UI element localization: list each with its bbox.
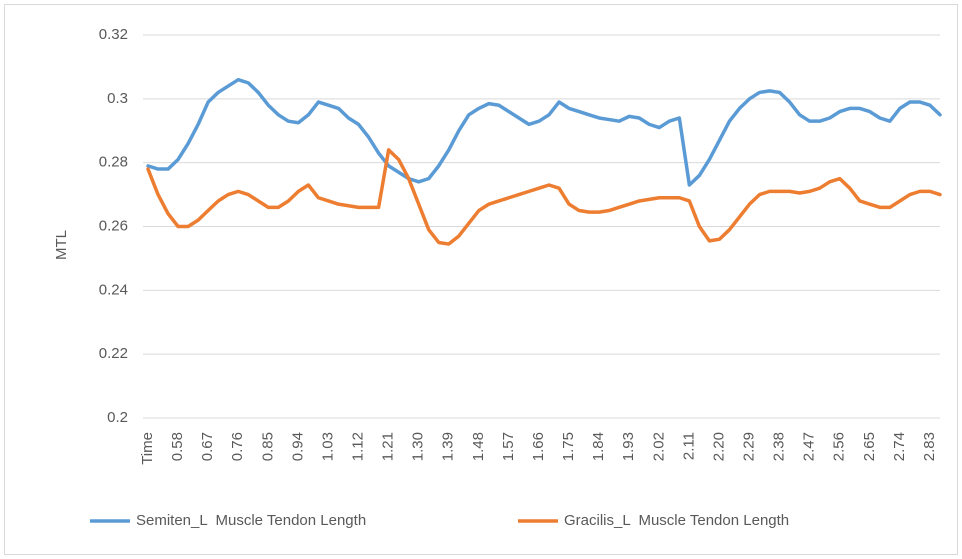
x-tick-label: 1.66: [530, 432, 547, 461]
x-tick-label: 1.84: [590, 432, 607, 461]
x-tick-label: 2.20: [710, 432, 727, 461]
x-tick-label: 2.29: [740, 432, 757, 461]
x-tick-label: 0.94: [289, 432, 306, 461]
y-tick-label: 0.28: [99, 154, 128, 171]
y-axis-label: MTL: [53, 230, 70, 260]
series-line: [146, 77, 942, 187]
y-tick-label: 0.3: [107, 90, 128, 107]
x-tick-label: 2.47: [801, 432, 818, 461]
x-tick-label: 1.93: [620, 432, 637, 461]
x-tick-label: 2.11: [680, 432, 697, 460]
y-tick-label: 0.24: [99, 281, 128, 298]
x-tick-label: 0.67: [199, 432, 216, 461]
chart-border: [4, 4, 958, 555]
y-tick-label: 0.22: [99, 345, 128, 362]
x-tick-label: 2.65: [861, 432, 878, 461]
series-line: [146, 148, 942, 246]
x-tick-label: 1.75: [560, 432, 577, 461]
y-tick-label: 0.32: [99, 26, 128, 43]
x-tick-label: 1.03: [319, 432, 336, 461]
x-tick-label: 2.83: [921, 432, 938, 461]
x-tick-label: Time: [139, 432, 156, 465]
x-tick-label: 1.39: [440, 432, 457, 461]
x-tick-label: 2.38: [771, 432, 788, 461]
x-tick-label: 0.85: [259, 432, 276, 461]
y-tick-label: 0.26: [99, 217, 128, 234]
x-tick-label: 1.57: [500, 432, 517, 461]
x-tick-label: 2.56: [831, 432, 848, 461]
x-tick-label: 2.02: [650, 432, 667, 461]
x-tick-label: 0.76: [229, 432, 246, 461]
y-tick-label: 0.2: [107, 409, 128, 426]
x-tick-label: 1.21: [380, 432, 397, 461]
x-tick-label: 1.48: [470, 432, 487, 461]
x-tick-label: 1.12: [350, 432, 367, 461]
legend-label: Semiten_L Muscle Tendon Length: [136, 512, 366, 529]
legend-label: Gracilis_L Muscle Tendon Length: [564, 512, 789, 529]
x-tick-label: 0.58: [169, 432, 186, 461]
x-tick-label: 1.30: [410, 432, 427, 461]
x-tick-label: 2.74: [891, 432, 908, 461]
